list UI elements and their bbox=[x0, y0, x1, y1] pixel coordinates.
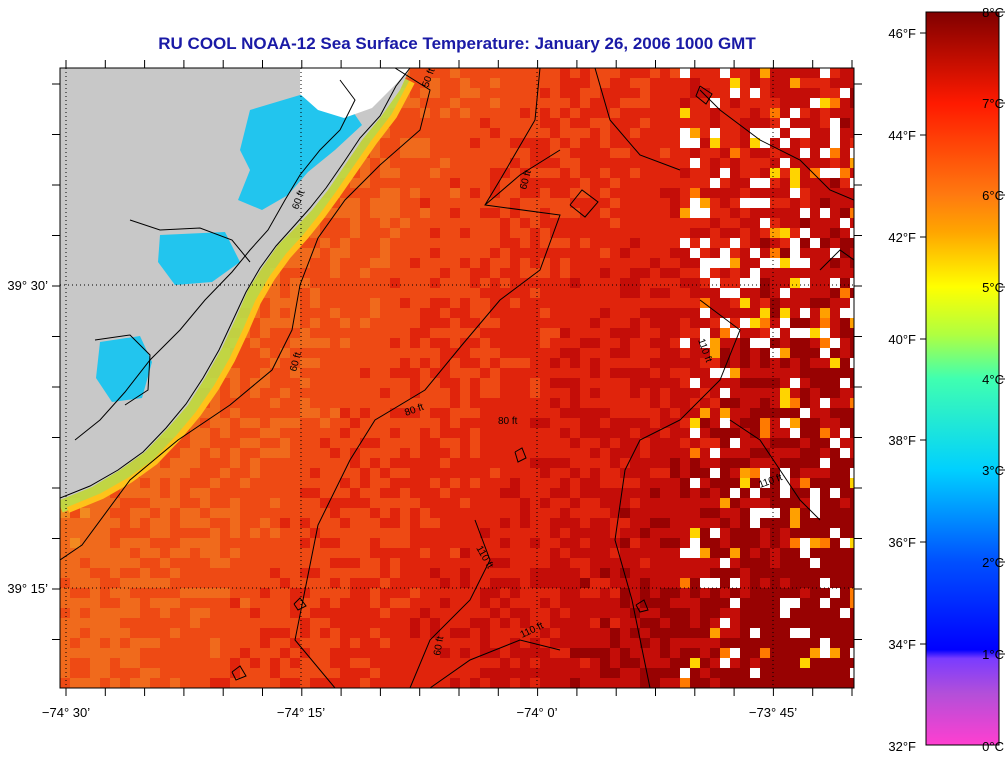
graticule bbox=[60, 68, 854, 688]
contour-label: 60 ft bbox=[288, 351, 304, 373]
colorbar-f-label: 40°F bbox=[888, 332, 916, 347]
colorbar-c-label: 7°C bbox=[982, 96, 1004, 111]
map-frame bbox=[59, 67, 855, 689]
lon-tick-label: −73° 45’ bbox=[749, 705, 797, 720]
map-plot-area: 50 ft 60 ft 60 ft 60 ft 80 ft 80 ft 110 … bbox=[60, 68, 854, 688]
colorbar-c-label: 2°C bbox=[982, 555, 1004, 570]
colorbar-f-label: 32°F bbox=[888, 739, 916, 754]
bay-shore bbox=[129, 219, 251, 263]
contour-label: 60 ft bbox=[518, 169, 534, 191]
colorbar-c-label: 1°C bbox=[982, 647, 1004, 662]
lon-tick-label: −74° 30’ bbox=[42, 705, 90, 720]
colorbar-f-label: 44°F bbox=[888, 128, 916, 143]
colorbar-gradient bbox=[925, 11, 1000, 746]
coastline bbox=[60, 68, 411, 499]
contour-label: 80 ft bbox=[498, 416, 518, 427]
bay-water-north bbox=[238, 95, 362, 210]
cloud-coast bbox=[300, 68, 410, 118]
colorbar-c-label: 8°C bbox=[982, 5, 1004, 20]
colorbar-c-label: 6°C bbox=[982, 188, 1004, 203]
colorbar-f-label: 42°F bbox=[888, 230, 916, 245]
longitude-labels: −74° 30’ −74° 15’ −74° 0’ −73° 45’ bbox=[42, 705, 797, 720]
lon-tick-label: −74° 0’ bbox=[517, 705, 558, 720]
inner-shoreline bbox=[74, 79, 356, 441]
colorbar-f-label: 34°F bbox=[888, 637, 916, 652]
colorbar-ticks bbox=[920, 11, 1005, 655]
colorbar-f-label: 38°F bbox=[888, 433, 916, 448]
colorbar-f-label: 36°F bbox=[888, 535, 916, 550]
land-mass bbox=[60, 68, 410, 500]
contour-label: 60 ft bbox=[432, 635, 446, 656]
colorbar-c-label: 4°C bbox=[982, 372, 1004, 387]
bay-water-south bbox=[96, 336, 152, 402]
colorbar-c-label: 5°C bbox=[982, 280, 1004, 295]
colorbar: 46°F 44°F 42°F 40°F 38°F 36°F 34°F 32°F … bbox=[888, 5, 1005, 754]
colorbar-c-label: 3°C bbox=[982, 463, 1004, 478]
axis-ticks bbox=[52, 60, 862, 696]
colorbar-f-label: 46°F bbox=[888, 26, 916, 41]
lon-tick-label: −74° 15’ bbox=[277, 705, 325, 720]
latitude-labels: 39° 30’ 39° 15’ bbox=[7, 278, 48, 596]
lat-tick-label: 39° 30’ bbox=[7, 278, 48, 293]
lat-tick-label: 39° 15’ bbox=[7, 581, 48, 596]
bay-shore-south bbox=[94, 334, 151, 406]
colorbar-c-label: 0°C bbox=[982, 739, 1004, 754]
bay-water-mid bbox=[158, 232, 240, 285]
depth-contours bbox=[60, 68, 854, 688]
map-title: RU COOL NOAA-12 Sea Surface Temperature:… bbox=[158, 34, 756, 53]
